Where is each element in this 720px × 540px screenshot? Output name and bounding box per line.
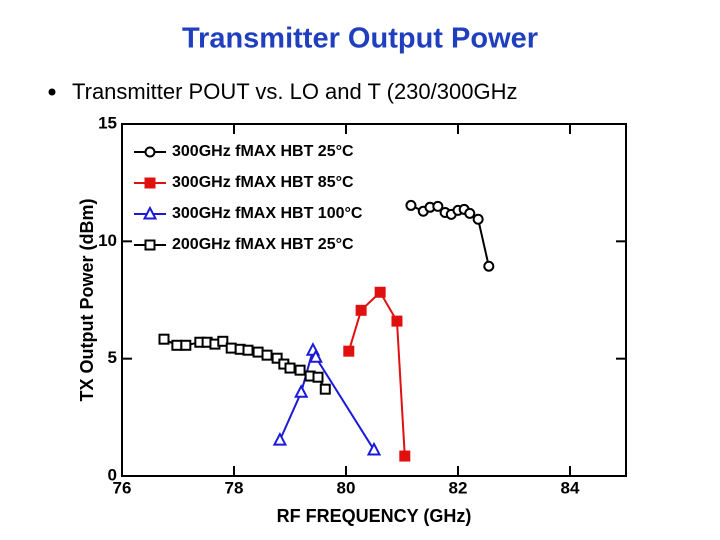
marker bbox=[225, 342, 237, 354]
y-tick-label: 0 bbox=[108, 465, 117, 484]
y-tick-label: 10 bbox=[98, 231, 117, 250]
x-tick-label: 84 bbox=[561, 478, 580, 497]
x-tick-label: 82 bbox=[449, 478, 468, 497]
marker bbox=[405, 199, 417, 211]
legend-marker bbox=[144, 177, 156, 189]
x-tick-label: 80 bbox=[337, 478, 356, 497]
legend-label: 300GHz fMAX HBT 100°C bbox=[172, 205, 363, 222]
marker bbox=[483, 260, 495, 272]
marker bbox=[319, 383, 331, 395]
bullet-dot bbox=[48, 88, 56, 96]
y-tick-label: 15 bbox=[98, 113, 117, 132]
marker bbox=[158, 333, 170, 345]
marker bbox=[472, 213, 484, 225]
marker bbox=[308, 349, 323, 363]
x-tick-label: 78 bbox=[225, 478, 244, 497]
marker bbox=[312, 371, 324, 383]
legend-label: 300GHz fMAX HBT 85°C bbox=[172, 174, 354, 191]
marker bbox=[242, 344, 254, 356]
slide-title: Transmitter Output Power bbox=[182, 23, 538, 55]
marker bbox=[271, 352, 283, 364]
marker bbox=[294, 364, 306, 376]
plot-frame bbox=[121, 123, 627, 477]
legend-marker bbox=[144, 239, 156, 251]
y-axis-label: TX Output Power (dBm) bbox=[77, 199, 97, 402]
marker bbox=[171, 339, 183, 351]
x-tick-label: 76 bbox=[113, 478, 132, 497]
marker bbox=[399, 450, 411, 462]
marker bbox=[355, 304, 367, 316]
marker bbox=[366, 441, 382, 456]
marker bbox=[464, 207, 476, 219]
y-tick-label: 5 bbox=[108, 348, 117, 367]
legend-label: 300GHz fMAX HBT 25°C bbox=[172, 143, 354, 160]
legend-marker bbox=[144, 146, 156, 158]
marker bbox=[284, 362, 296, 374]
marker bbox=[294, 384, 309, 398]
marker bbox=[252, 346, 264, 358]
marker bbox=[180, 339, 192, 351]
marker bbox=[272, 431, 288, 446]
marker bbox=[343, 345, 355, 357]
legend-label: 200GHz fMAX HBT 25°C bbox=[172, 236, 354, 253]
legend-marker bbox=[142, 205, 158, 220]
marker bbox=[432, 200, 444, 212]
marker bbox=[391, 315, 403, 327]
marker bbox=[374, 286, 386, 298]
bullet-text: Transmitter POUT vs. LO and T (230/300GH… bbox=[72, 79, 517, 104]
x-axis-label: RF FREQUENCY (GHz) bbox=[277, 506, 472, 526]
marker bbox=[217, 335, 229, 347]
marker bbox=[261, 349, 273, 361]
